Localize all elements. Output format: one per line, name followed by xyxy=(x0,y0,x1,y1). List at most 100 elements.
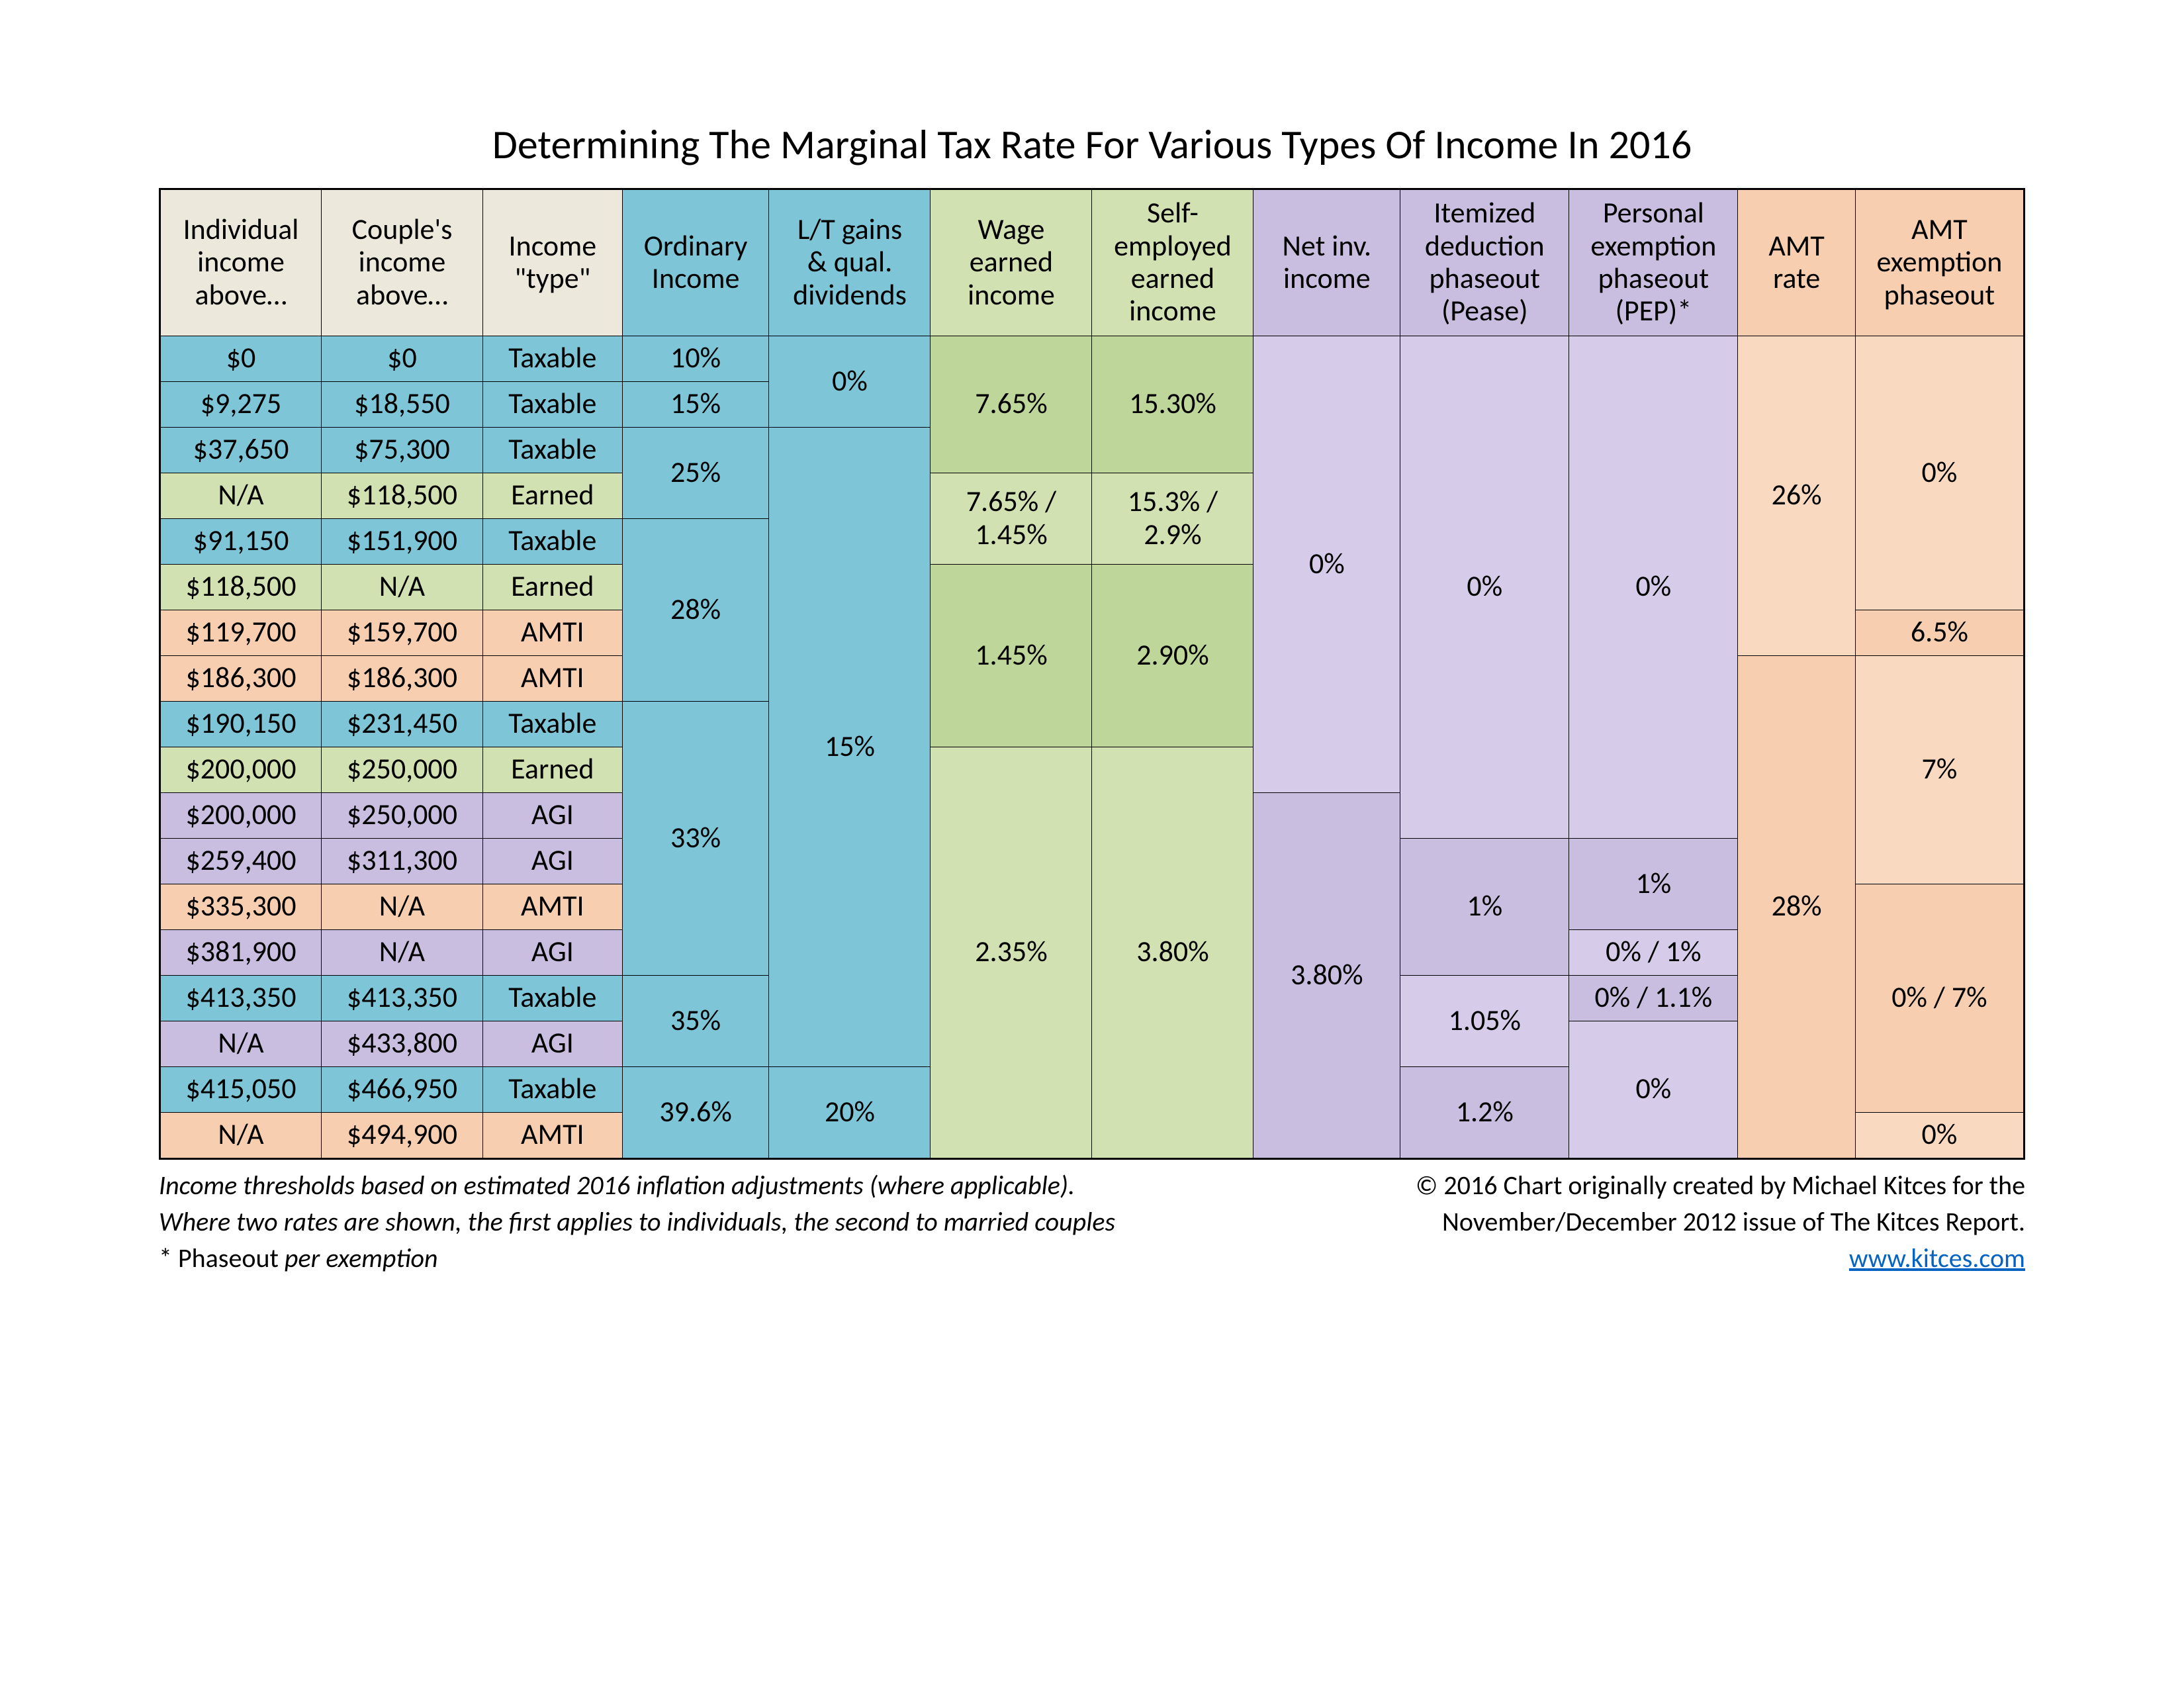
cell-individual: $190,150 xyxy=(160,702,322,747)
cell-couple: $75,300 xyxy=(321,428,482,473)
cell-income-type: Taxable xyxy=(482,519,622,565)
cell-individual: $415,050 xyxy=(160,1067,322,1113)
cell-individual: $259,400 xyxy=(160,839,322,884)
col-header-pep: Personalexemptionphaseout(PEP)* xyxy=(1569,189,1738,336)
cell-individual: $37,650 xyxy=(160,428,322,473)
cell-amtexempt: 0% / 7% xyxy=(1855,884,2024,1113)
cell-wage: 1.45% xyxy=(931,565,1092,747)
chart-title: Determining The Marginal Tax Rate For Va… xyxy=(159,119,2025,169)
cell-income-type: Taxable xyxy=(482,336,622,382)
col-header-ltgains: L/T gains& qual.dividends xyxy=(769,189,931,336)
cell-couple: $231,450 xyxy=(321,702,482,747)
col-header-amtexempt: AMTexemptionphaseout xyxy=(1855,189,2024,336)
cell-se: 2.90% xyxy=(1092,565,1253,747)
cell-pease: 1% xyxy=(1400,839,1569,976)
cell-income-type: Earned xyxy=(482,747,622,793)
cell-couple: N/A xyxy=(321,884,482,930)
cell-couple: $18,550 xyxy=(321,382,482,428)
cell-ordinary: 10% xyxy=(622,336,769,382)
table-header-row: Individualincomeabove…Couple'sincomeabov… xyxy=(160,189,2025,336)
cell-amtexempt: 0% xyxy=(1855,1113,2024,1159)
attribution-line: November/December 2012 issue of The Kitc… xyxy=(1416,1205,2025,1238)
cell-income-type: AGI xyxy=(482,930,622,976)
footnotes: Income thresholds based on estimated 201… xyxy=(159,1169,2025,1278)
cell-income-type: Taxable xyxy=(482,702,622,747)
cell-income-type: AMTI xyxy=(482,884,622,930)
cell-ordinary: 25% xyxy=(622,428,769,519)
cell-ordinary: 15% xyxy=(622,382,769,428)
cell-pease: 1.2% xyxy=(1400,1067,1569,1159)
attribution-line: © 2016 Chart originally created by Micha… xyxy=(1416,1169,2025,1201)
cell-income-type: AMTI xyxy=(482,610,622,656)
cell-couple: $413,350 xyxy=(321,976,482,1021)
cell-couple: $466,950 xyxy=(321,1067,482,1113)
cell-couple: $0 xyxy=(321,336,482,382)
cell-individual: $119,700 xyxy=(160,610,322,656)
footnote-line: * Phaseout per exemption xyxy=(159,1242,1115,1274)
col-header-amtrate: AMTrate xyxy=(1738,189,1855,336)
col-header-type: Income"type" xyxy=(482,189,622,336)
cell-couple: $118,500 xyxy=(321,473,482,519)
cell-income-type: AGI xyxy=(482,839,622,884)
cell-couple: $186,300 xyxy=(321,656,482,702)
col-header-ordinary: OrdinaryIncome xyxy=(622,189,769,336)
cell-couple: $250,000 xyxy=(321,793,482,839)
cell-income-type: Taxable xyxy=(482,428,622,473)
cell-income-type: Earned xyxy=(482,473,622,519)
cell-couple: $433,800 xyxy=(321,1021,482,1067)
cell-ordinary: 28% xyxy=(622,519,769,702)
cell-individual: N/A xyxy=(160,1021,322,1067)
col-header-netinv: Net inv.income xyxy=(1253,189,1400,336)
cell-individual: N/A xyxy=(160,1113,322,1159)
source-link[interactable]: www.kitces.com xyxy=(1849,1242,2025,1274)
cell-couple: $494,900 xyxy=(321,1113,482,1159)
cell-ordinary: 33% xyxy=(622,702,769,976)
cell-individual: $9,275 xyxy=(160,382,322,428)
cell-individual: N/A xyxy=(160,473,322,519)
cell-amtexempt: 6.5% xyxy=(1855,610,2024,656)
cell-individual: $200,000 xyxy=(160,793,322,839)
cell-pep: 0% xyxy=(1569,1021,1738,1159)
cell-ordinary: 35% xyxy=(622,976,769,1067)
cell-income-type: Taxable xyxy=(482,382,622,428)
cell-wage: 7.65% /1.45% xyxy=(931,473,1092,565)
cell-wage: 2.35% xyxy=(931,747,1092,1159)
cell-pep: 1% xyxy=(1569,839,1738,930)
cell-amtexempt: 7% xyxy=(1855,656,2024,884)
page: Determining The Marginal Tax Rate For Va… xyxy=(0,0,2184,1688)
cell-amtrate: 28% xyxy=(1738,656,1855,1159)
tax-table: Individualincomeabove…Couple'sincomeabov… xyxy=(159,188,2025,1160)
cell-income-type: AMTI xyxy=(482,1113,622,1159)
cell-income-type: AGI xyxy=(482,1021,622,1067)
cell-individual: $200,000 xyxy=(160,747,322,793)
cell-pease: 0% xyxy=(1400,336,1569,839)
cell-wage: 7.65% xyxy=(931,336,1092,473)
cell-individual: $413,350 xyxy=(160,976,322,1021)
cell-couple: $311,300 xyxy=(321,839,482,884)
cell-individual: $335,300 xyxy=(160,884,322,930)
cell-couple: N/A xyxy=(321,565,482,610)
cell-ordinary: 39.6% xyxy=(622,1067,769,1159)
footnotes-right: © 2016 Chart originally created by Micha… xyxy=(1416,1169,2025,1278)
cell-couple: $159,700 xyxy=(321,610,482,656)
cell-income-type: Taxable xyxy=(482,1067,622,1113)
cell-individual: $0 xyxy=(160,336,322,382)
cell-pep: 0% xyxy=(1569,336,1738,839)
cell-couple: $151,900 xyxy=(321,519,482,565)
col-header-wage: Wageearnedincome xyxy=(931,189,1092,336)
table-row: $0$0Taxable10%0%7.65%15.30%0%0%0%26%0% xyxy=(160,336,2025,382)
col-header-se: Self-employedearnedincome xyxy=(1092,189,1253,336)
cell-income-type: Taxable xyxy=(482,976,622,1021)
cell-couple: N/A xyxy=(321,930,482,976)
cell-income-type: AGI xyxy=(482,793,622,839)
cell-individual: $118,500 xyxy=(160,565,322,610)
cell-se: 15.30% xyxy=(1092,336,1253,473)
cell-amtexempt: 0% xyxy=(1855,336,2024,610)
cell-pep: 0% / 1.1% xyxy=(1569,976,1738,1021)
footnote-line: Where two rates are shown, the first app… xyxy=(159,1205,1115,1238)
footnotes-left: Income thresholds based on estimated 201… xyxy=(159,1169,1115,1278)
cell-netinv: 0% xyxy=(1253,336,1400,793)
cell-ltgains: 15% xyxy=(769,428,931,1067)
cell-individual: $381,900 xyxy=(160,930,322,976)
col-header-couple: Couple'sincomeabove… xyxy=(321,189,482,336)
